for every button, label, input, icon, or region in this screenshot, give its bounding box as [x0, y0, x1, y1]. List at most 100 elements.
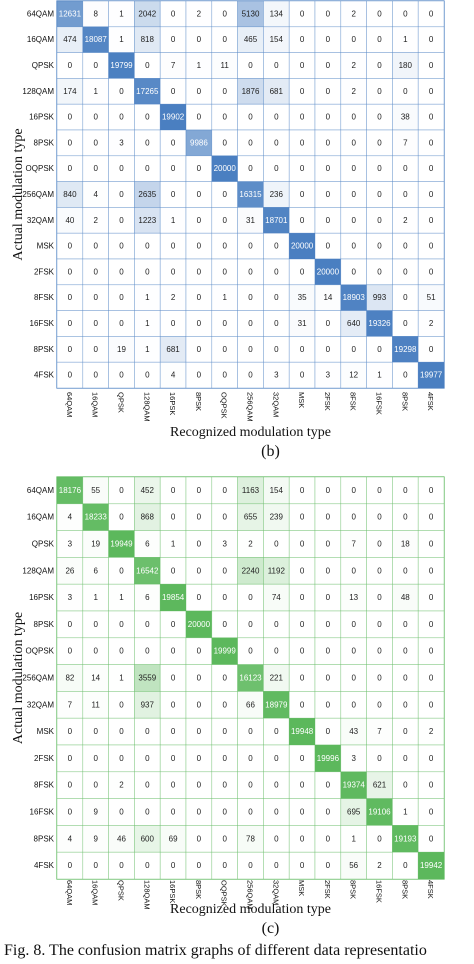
- matrix-cell: [185, 361, 213, 389]
- matrix-cell: [237, 310, 264, 337]
- cell-value: 0: [145, 727, 150, 736]
- matrix-cell: [263, 52, 290, 79]
- cell-value: 0: [351, 138, 356, 147]
- matrix-cell: [82, 771, 109, 799]
- cell-value: 0: [274, 540, 279, 549]
- cell-value: 8: [93, 9, 98, 18]
- cell-value: 11: [92, 700, 101, 709]
- cell-value: 0: [274, 293, 279, 302]
- cell-value: 12: [349, 371, 358, 380]
- matrix-cell: [185, 336, 213, 363]
- cell-value: 0: [222, 861, 227, 870]
- matrix-cell: [237, 78, 264, 105]
- matrix-cell: [417, 798, 445, 826]
- matrix-cell: [56, 610, 84, 639]
- y-axis-title: Actual modulation type: [11, 128, 26, 260]
- cell-value: 3: [222, 540, 227, 549]
- matrix-cell: [417, 557, 445, 585]
- cell-value: 1163: [242, 486, 260, 495]
- cell-value: 0: [300, 754, 305, 763]
- matrix-cell: [211, 129, 238, 157]
- matrix-cell: [288, 637, 316, 665]
- cell-value: 0: [300, 190, 305, 199]
- confusion-matrix-c: 18176 55 0 452 0 0 0 1163 154 0 0 0 0 0 04 18233 0 868 0 0 0…: [11, 476, 445, 937]
- cell-value: 0: [68, 267, 73, 276]
- matrix-cell: [366, 78, 393, 105]
- matrix-cell: [392, 691, 419, 719]
- cell-value: 19326: [368, 319, 391, 328]
- cell-value: 0: [274, 727, 279, 736]
- cell-value: 1: [171, 540, 176, 549]
- matrix-cell: [417, 530, 445, 558]
- cell-value: 465: [244, 35, 258, 44]
- cell-value: 0: [171, 267, 176, 276]
- matrix-cell: [366, 0, 393, 28]
- row-label: 16QAM: [27, 35, 54, 44]
- cell-value: 5130: [242, 9, 260, 18]
- matrix-cell: [288, 258, 316, 286]
- cell-value: 681: [270, 87, 284, 96]
- row-label: OQPSK: [26, 647, 55, 656]
- cell-value: 0: [248, 647, 253, 656]
- cell-value: 0: [274, 620, 279, 629]
- cell-value: 0: [326, 566, 331, 575]
- cell-value: 0: [222, 781, 227, 790]
- cell-value: 0: [68, 138, 73, 147]
- cell-value: 0: [300, 267, 305, 276]
- cell-value: 0: [248, 371, 253, 380]
- cell-value: 0: [248, 727, 253, 736]
- matrix-cell: [108, 336, 135, 363]
- cell-value: 0: [429, 647, 434, 656]
- cell-value: 2240: [242, 566, 260, 575]
- cell-value: 0: [429, 9, 434, 18]
- row-label: 4FSK: [34, 861, 55, 870]
- cell-value: 0: [326, 486, 331, 495]
- matrix-cell: [56, 583, 84, 612]
- cell-value: 0: [377, 620, 382, 629]
- matrix-cell: [82, 78, 109, 105]
- cell-value: 0: [197, 593, 202, 602]
- matrix-cell: [314, 798, 342, 826]
- cell-value: 19902: [162, 113, 185, 122]
- matrix-cell: [340, 52, 367, 79]
- matrix-cell: [108, 476, 135, 505]
- cell-value: 0: [326, 113, 331, 122]
- cell-value: 0: [326, 138, 331, 147]
- matrix-cell: [134, 530, 161, 558]
- cell-value: 0: [197, 190, 202, 199]
- cell-value: 19949: [110, 540, 133, 549]
- cell-value: 0: [93, 138, 98, 147]
- cell-value: 0: [351, 35, 356, 44]
- matrix-cell: [108, 361, 135, 389]
- cell-value: 0: [119, 620, 124, 629]
- cell-value: 66: [246, 700, 255, 709]
- row-label: 16FSK: [30, 319, 55, 328]
- cell-value: 2: [351, 61, 356, 70]
- matrix-cell: [314, 336, 342, 363]
- cell-value: 0: [119, 808, 124, 817]
- x-axis-title: Recognized modulation type: [170, 902, 331, 917]
- matrix-cell: [417, 284, 445, 311]
- matrix-cell: [263, 155, 290, 182]
- cell-value: 3559: [138, 674, 156, 683]
- cell-value: 0: [171, 647, 176, 656]
- cell-value: 13: [349, 593, 358, 602]
- matrix-cell: [417, 825, 445, 853]
- matrix-cell: [134, 181, 161, 208]
- matrix-cell: [288, 851, 316, 880]
- cell-value: 0: [429, 513, 434, 522]
- row-label: 128QAM: [22, 87, 54, 96]
- matrix-cell: [211, 310, 238, 337]
- cell-value: 0: [300, 674, 305, 683]
- matrix-cell: [340, 583, 367, 612]
- cell-value: 0: [93, 620, 98, 629]
- matrix-cell: [108, 78, 135, 105]
- matrix-cell: [417, 181, 445, 208]
- matrix-cell: [366, 557, 393, 585]
- cell-value: 621: [373, 781, 387, 790]
- cell-value: 0: [377, 190, 382, 199]
- column-label: MSK: [297, 392, 306, 408]
- matrix-cell: [340, 557, 367, 585]
- matrix-cell: [159, 744, 187, 773]
- cell-value: 19193: [394, 834, 417, 843]
